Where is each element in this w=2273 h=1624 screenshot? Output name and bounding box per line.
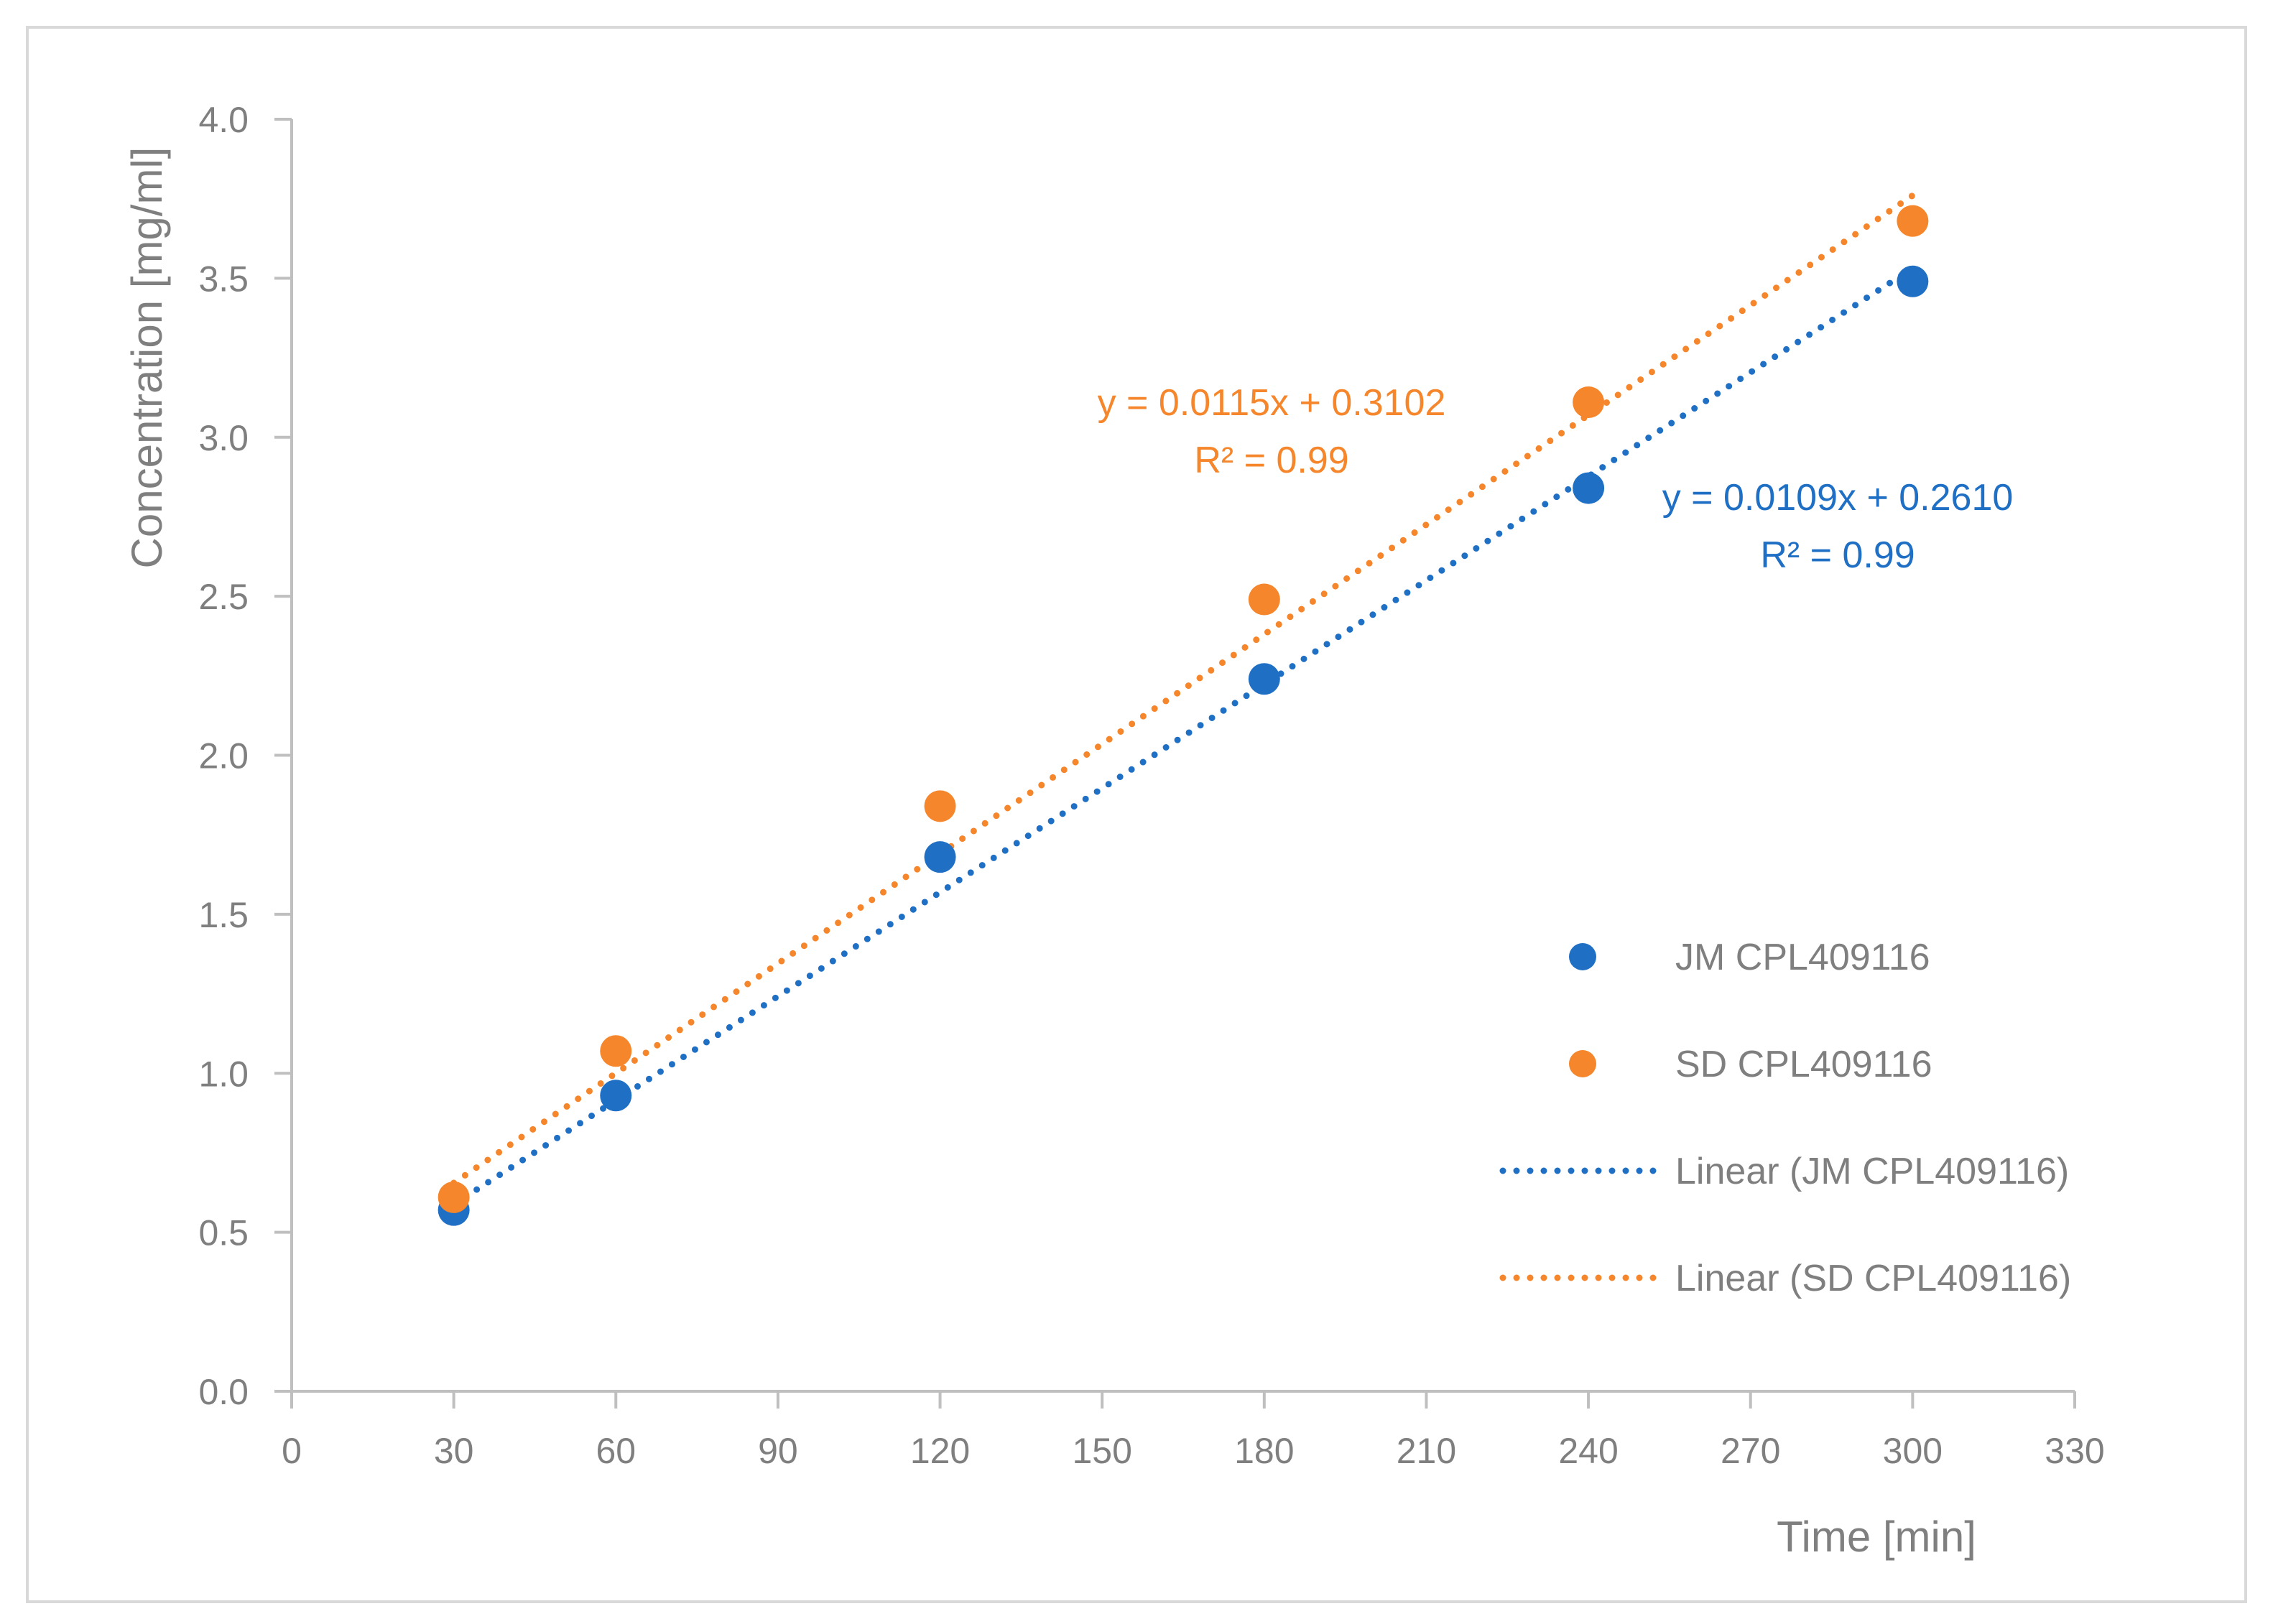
x-tick-label: 330	[2045, 1431, 2104, 1471]
x-tick-label: 240	[1558, 1431, 1618, 1471]
data-point-jm	[924, 841, 956, 873]
x-tick-label: 60	[596, 1431, 636, 1471]
jm-trendline-r2: R² = 0.99	[1760, 534, 1915, 576]
y-tick-label: 0.0	[198, 1372, 249, 1412]
legend-label-sd: SD CPL409116	[1675, 1044, 1932, 1085]
legend-marker-sd	[1569, 1050, 1596, 1077]
x-tick-label: 270	[1721, 1431, 1780, 1471]
x-tick-label: 210	[1397, 1431, 1456, 1471]
data-point-sd	[600, 1035, 632, 1067]
x-tick-label: 150	[1072, 1431, 1131, 1471]
x-tick-label: 300	[1883, 1431, 1943, 1471]
x-axis-title: Time [min]	[1777, 1513, 1976, 1561]
sd-trendline-r2: R² = 0.99	[1194, 440, 1348, 481]
legend: JM CPL409116 SD CPL409116 Linear (JM CPL…	[1499, 937, 2071, 1299]
data-point-jm	[1573, 472, 1605, 504]
x-tick-label: 0	[282, 1431, 302, 1471]
y-tick-label: 2.0	[198, 736, 249, 776]
y-tick-label: 1.5	[198, 895, 249, 935]
x-tick-label: 120	[910, 1431, 970, 1471]
sd-trendline-equation: y = 0.0115x + 0.3102	[1098, 382, 1446, 424]
data-point-jm	[1897, 265, 1929, 297]
legend-marker-jm	[1569, 943, 1596, 970]
x-tick-label: 180	[1234, 1431, 1294, 1471]
data-point-sd	[1897, 205, 1929, 237]
data-point-sd	[438, 1181, 470, 1213]
y-tick-label: 3.0	[198, 418, 249, 458]
data-point-sd	[1573, 386, 1605, 419]
y-tick-label: 4.0	[198, 100, 249, 140]
y-tick-label: 1.0	[198, 1054, 249, 1094]
y-tick-label: 0.5	[198, 1213, 249, 1253]
x-tick-label: 30	[434, 1431, 474, 1471]
legend-label-jm-linear: Linear (JM CPL409116)	[1675, 1151, 2069, 1192]
legend-label-sd-linear: Linear (SD CPL409116)	[1675, 1258, 2071, 1299]
data-point-jm	[1248, 663, 1280, 695]
x-tick-label: 90	[758, 1431, 798, 1471]
data-point-sd	[1248, 583, 1280, 616]
data-point-jm	[600, 1080, 632, 1112]
jm-trendline-equation: y = 0.0109x + 0.2610	[1662, 477, 2014, 519]
trendline-jm	[450, 265, 1916, 1208]
chart-border	[26, 26, 2247, 1603]
data-point-sd	[924, 790, 956, 822]
y-tick-label: 3.5	[198, 259, 249, 299]
y-tick-label: 2.5	[198, 577, 249, 617]
legend-label-jm: JM CPL409116	[1675, 937, 1930, 978]
y-axis-title: Concentration [mg/ml]	[123, 147, 171, 569]
